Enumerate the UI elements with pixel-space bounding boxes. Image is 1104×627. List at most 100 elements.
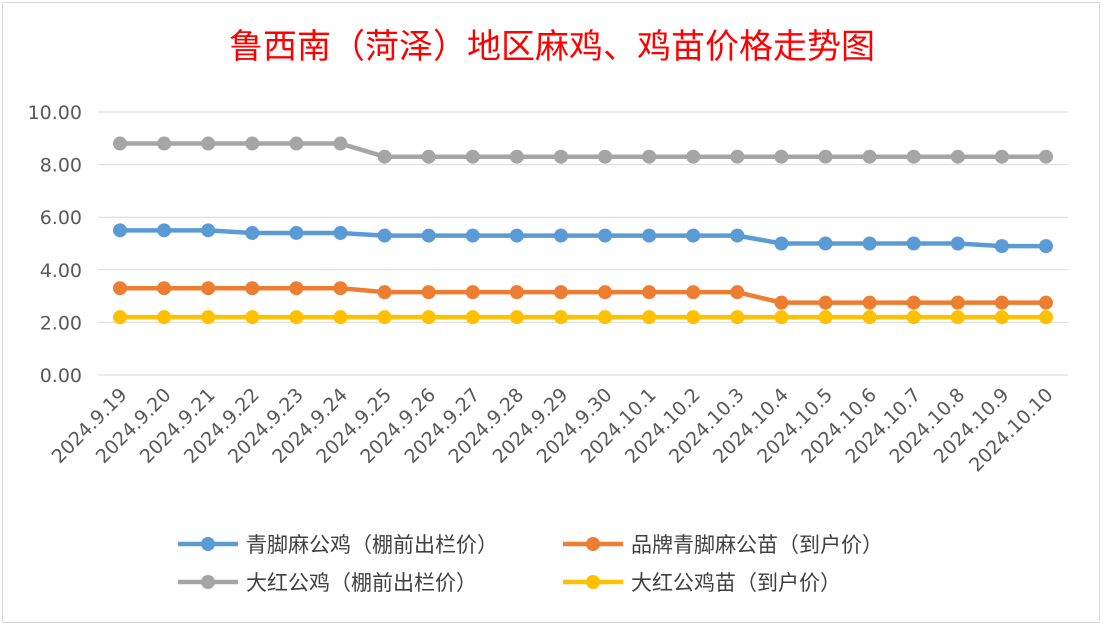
series-line — [117, 228, 1049, 249]
data-point — [157, 136, 172, 151]
data-point — [906, 310, 921, 325]
legend-marker — [586, 537, 600, 551]
data-point — [465, 228, 480, 243]
data-point — [553, 310, 568, 325]
data-point — [686, 149, 701, 164]
data-point — [289, 225, 304, 240]
y-tick-label: 4.00 — [40, 260, 82, 282]
legend-label: 大红公鸡（棚前出栏价） — [246, 571, 477, 595]
data-point — [113, 281, 127, 296]
legend-marker — [201, 575, 215, 589]
data-point — [950, 295, 965, 310]
y-tick-label: 2.00 — [40, 312, 82, 334]
data-point — [686, 228, 701, 243]
y-tick-label: 0.00 — [40, 365, 82, 387]
legend-marker — [586, 575, 600, 589]
data-point — [465, 285, 480, 300]
data-point — [201, 310, 216, 325]
data-point — [465, 149, 480, 164]
data-point — [730, 228, 745, 243]
data-point — [598, 149, 613, 164]
data-point — [201, 281, 216, 296]
data-point — [157, 223, 172, 238]
data-point — [818, 310, 833, 325]
legend-entry: 大红公鸡（棚前出栏价） — [178, 571, 477, 595]
series-line — [117, 141, 1049, 159]
data-point — [465, 310, 480, 325]
data-point — [377, 228, 392, 243]
data-point — [686, 310, 701, 325]
data-point — [730, 149, 745, 164]
data-point — [553, 228, 568, 243]
data-point — [201, 223, 216, 238]
legend-entry: 青脚麻公鸡（棚前出栏价） — [178, 533, 498, 557]
legend-entry: 大红公鸡苗（到户价） — [563, 571, 841, 595]
data-point — [509, 228, 524, 243]
data-point — [774, 236, 789, 251]
data-point — [730, 285, 745, 300]
data-point — [509, 149, 524, 164]
data-point — [245, 281, 260, 296]
data-point — [113, 310, 127, 325]
data-point — [509, 285, 524, 300]
data-point — [994, 310, 1009, 325]
data-point — [289, 281, 304, 296]
data-point — [113, 136, 127, 151]
legend-marker — [201, 537, 215, 551]
legend-label: 青脚麻公鸡（棚前出栏价） — [246, 533, 498, 557]
data-point — [906, 295, 921, 310]
data-point — [950, 310, 965, 325]
data-point — [642, 228, 657, 243]
y-tick-label: 8.00 — [40, 155, 82, 177]
series-line — [117, 285, 1049, 305]
data-point — [950, 149, 965, 164]
y-tick-label: 6.00 — [40, 207, 82, 229]
data-point — [377, 310, 392, 325]
y-axis-tick-labels: 0.00 2.00 4.00 6.00 8.00 10.00 — [28, 102, 82, 387]
data-point — [333, 310, 348, 325]
data-point — [598, 310, 613, 325]
series-lines — [113, 136, 1053, 325]
series-group — [113, 223, 1053, 254]
data-point — [1039, 295, 1053, 310]
data-point — [289, 310, 304, 325]
data-point — [862, 149, 877, 164]
data-point — [950, 236, 965, 251]
data-point — [598, 228, 613, 243]
y-tick-label: 10.00 — [28, 102, 82, 124]
data-point — [289, 136, 304, 151]
x-axis-tick-labels: 2024.9.192024.9.202024.9.212024.9.222024… — [48, 384, 1058, 476]
legend-label: 品牌青脚麻公苗（到户价） — [631, 533, 883, 557]
data-point — [598, 285, 613, 300]
data-point — [862, 295, 877, 310]
data-point — [201, 136, 216, 151]
data-point — [421, 228, 436, 243]
legend-entry: 品牌青脚麻公苗（到户价） — [563, 533, 883, 557]
data-point — [421, 285, 436, 300]
data-point — [333, 136, 348, 151]
data-point — [333, 281, 348, 296]
data-point — [730, 310, 745, 325]
legend: 青脚麻公鸡（棚前出栏价） 品牌青脚麻公苗（到户价） 大红公鸡（棚前出栏价） 大红公鸡苗… — [178, 533, 883, 595]
data-point — [862, 236, 877, 251]
series-group — [113, 281, 1053, 310]
series-group — [113, 310, 1053, 325]
data-point — [245, 225, 260, 240]
data-point — [553, 149, 568, 164]
data-point — [1039, 149, 1053, 164]
data-point — [862, 310, 877, 325]
data-point — [1039, 310, 1053, 325]
data-point — [818, 295, 833, 310]
data-point — [113, 223, 127, 238]
data-point — [994, 149, 1009, 164]
data-point — [509, 310, 524, 325]
data-point — [994, 295, 1009, 310]
data-point — [377, 285, 392, 300]
data-point — [774, 149, 789, 164]
data-point — [245, 310, 260, 325]
data-point — [245, 136, 260, 151]
data-point — [642, 285, 657, 300]
data-point — [994, 239, 1009, 254]
data-point — [906, 236, 921, 251]
data-point — [686, 285, 701, 300]
